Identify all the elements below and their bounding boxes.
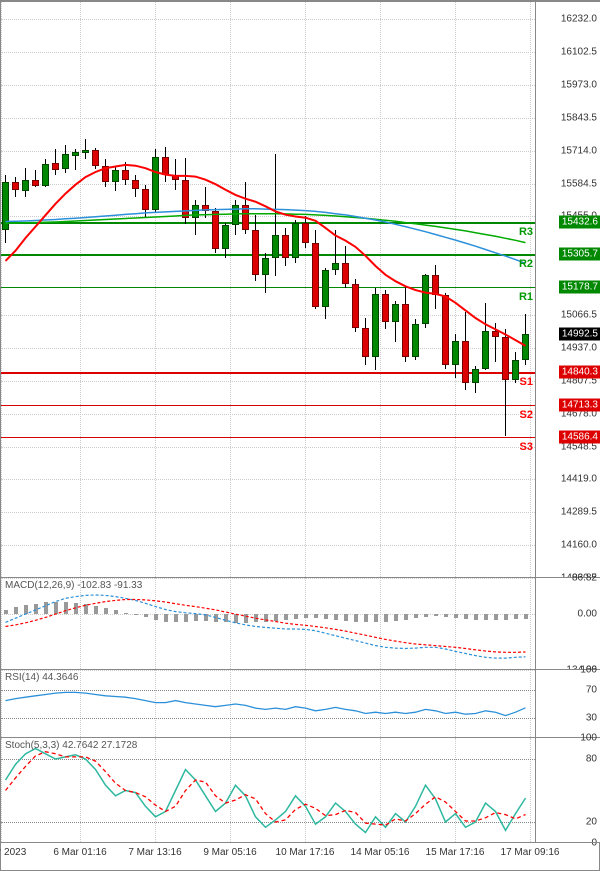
price-ylabel: 14419.0: [561, 474, 597, 485]
sr-tag-r3: 15432.6: [559, 216, 600, 229]
stoch-ylabel: 80: [586, 754, 597, 765]
rsi-panel[interactable]: RSI(14) 44.3646 1007030: [1, 669, 600, 737]
sr-label-r2: R2: [519, 258, 533, 270]
price-yaxis: 16232.0 16102.5 15973.0 15843.5 15714.0 15584…: [535, 2, 600, 577]
sr-label-r1: R1: [519, 291, 533, 303]
xaxis-label: 6 Mar 01:16: [53, 847, 106, 858]
rsi-chart-area[interactable]: [1, 670, 535, 737]
macd-ylabel: 86.82: [572, 573, 597, 584]
macd-title: MACD(12,26,9) -102.83 -91.33: [5, 580, 142, 591]
xaxis-label: 7 Mar 13:16: [128, 847, 181, 858]
price-ylabel: 15066.5: [561, 310, 597, 321]
price-ylabel: 15714.0: [561, 145, 597, 156]
stoch-lines: [1, 738, 535, 843]
xaxis-label: 17 Mar 09:16: [501, 847, 560, 858]
macd-lines: [1, 578, 535, 670]
xaxis-label: 2 Mar 2023: [0, 847, 26, 858]
price-ylabel: 15584.5: [561, 178, 597, 189]
xaxis-label: 9 Mar 05:16: [203, 847, 256, 858]
rsi-line: [1, 670, 535, 738]
xaxis-label: 15 Mar 17:16: [426, 847, 485, 858]
xaxis-label: 14 Mar 05:16: [351, 847, 410, 858]
rsi-title: RSI(14) 44.3646: [5, 672, 78, 683]
sr-tag-s3: 14586.4: [559, 430, 600, 443]
sr-label-s2: S2: [520, 409, 533, 421]
price-ylabel: 14289.5: [561, 507, 597, 518]
time-xaxis: 2 Mar 2023 6 Mar 01:16 7 Mar 13:16 9 Mar 05…: [1, 842, 600, 871]
price-ylabel: 16232.0: [561, 14, 597, 25]
stoch-chart-area[interactable]: [1, 738, 535, 842]
price-ylabel: 16102.5: [561, 47, 597, 58]
stoch-yaxis: 10080200: [535, 738, 600, 842]
macd-yaxis: 86.820.00-134.66: [535, 578, 600, 669]
sr-tag-r1: 15178.7: [559, 280, 600, 293]
rsi-yaxis: 1007030: [535, 670, 600, 737]
price-ylabel: 14937.0: [561, 342, 597, 353]
sr-label-s3: S3: [520, 441, 533, 453]
price-ylabel: 14160.0: [561, 540, 597, 551]
sr-tag-s2: 14713.3: [559, 398, 600, 411]
xaxis-label: 10 Mar 17:16: [276, 847, 335, 858]
main-chart-area[interactable]: [1, 2, 535, 577]
sr-tag-s1: 14840.3: [559, 366, 600, 379]
stoch-ylabel: 20: [586, 817, 597, 828]
macd-ylabel: 0.00: [578, 609, 597, 620]
price-ylabel: 15843.5: [561, 112, 597, 123]
chart-container: 16232.0 16102.5 15973.0 15843.5 15714.0 15584…: [0, 0, 600, 871]
stoch-panel[interactable]: Stoch(5,3,3) 42.7642 27.1728 10080200: [1, 737, 600, 842]
current-price-tag: 14992.5: [559, 327, 600, 340]
price-ylabel: 15973.0: [561, 79, 597, 90]
macd-chart-area[interactable]: [1, 578, 535, 669]
rsi-ylabel: 30: [586, 712, 597, 723]
rsi-ylabel: 100: [580, 665, 597, 676]
sr-label-r3: R3: [519, 226, 533, 238]
stoch-title: Stoch(5,3,3) 42.7642 27.1728: [5, 740, 137, 751]
main-price-panel[interactable]: 16232.0 16102.5 15973.0 15843.5 15714.0 15584…: [1, 1, 600, 577]
ma-lines: [1, 2, 535, 578]
rsi-ylabel: 70: [586, 685, 597, 696]
sr-label-s1: S1: [520, 376, 533, 388]
stoch-ylabel: 100: [580, 733, 597, 744]
sr-tag-r2: 15305.7: [559, 248, 600, 261]
macd-panel[interactable]: MACD(12,26,9) -102.83 -91.33 86.820.00-1…: [1, 577, 600, 669]
